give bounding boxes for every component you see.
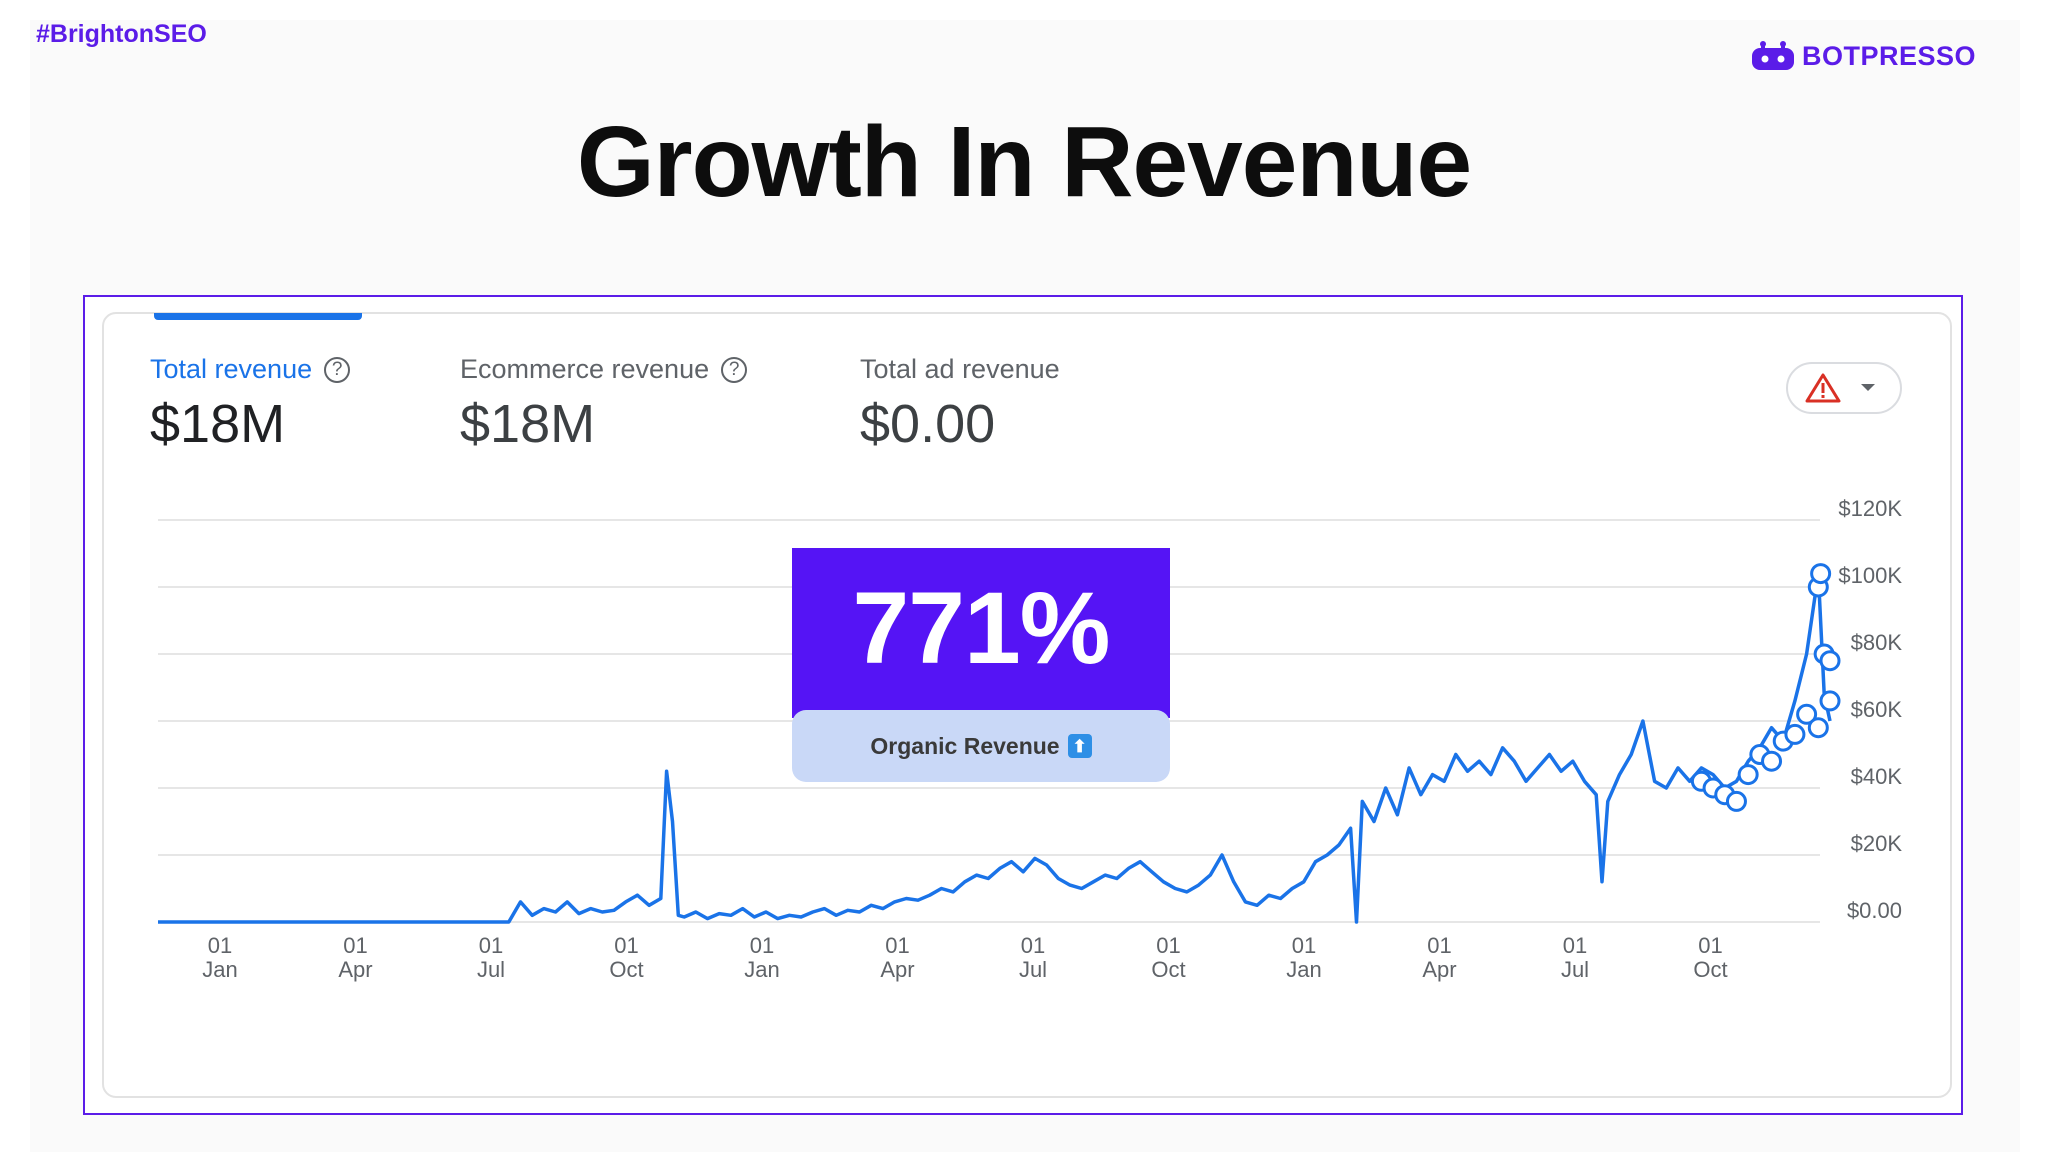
growth-callout-panel [792, 548, 1170, 718]
series-line [158, 571, 1832, 924]
x-tick-month: Jul [1019, 957, 1047, 982]
growth-callout-label: Organic Revenue ⬆ [792, 710, 1170, 782]
warning-dropdown-button[interactable] [1786, 362, 1902, 414]
metric-total-revenue[interactable]: Total revenue ? $18M [150, 354, 351, 455]
x-tick-day: 01 [750, 933, 774, 958]
y-tick-label: $80K [1851, 630, 1903, 655]
data-point [1761, 750, 1783, 772]
chevron-down-icon [1861, 384, 1875, 391]
warning-icon [1805, 373, 1841, 403]
help-icon[interactable]: ? [324, 356, 351, 383]
x-tick-day: 01 [1427, 933, 1451, 958]
x-tick-day: 01 [1021, 933, 1045, 958]
x-tick-month: Jan [744, 957, 779, 982]
y-tick-label: $20K [1851, 831, 1903, 856]
up-arrow-icon: ⬆ [1067, 734, 1092, 758]
metric-total-ad-revenue[interactable]: Total ad revenue $0.00 [860, 354, 1060, 455]
help-icon[interactable]: ? [721, 356, 748, 383]
slide-title: Growth In Revenue [576, 106, 1472, 218]
x-tick-month: Jan [1286, 957, 1321, 982]
data-point [1819, 690, 1841, 712]
y-tick-label: $40K [1851, 764, 1903, 789]
y-tick-label: $60K [1851, 697, 1903, 722]
data-point [1725, 790, 1747, 812]
metric-label: Total revenue [150, 354, 313, 384]
data-point [1807, 717, 1829, 739]
y-tick-label: $100K [1838, 563, 1902, 588]
x-tick-day: 01 [1292, 933, 1316, 958]
x-tick-month: Oct [1693, 957, 1727, 982]
x-tick-day: 01 [1698, 933, 1722, 958]
x-tick-day: 01 [343, 933, 367, 958]
x-tick-day: 01 [1563, 933, 1587, 958]
metric-value: $18M [460, 394, 596, 454]
metric-ecommerce-revenue[interactable]: Ecommerce revenue ? $18M [460, 354, 748, 455]
data-point [1737, 764, 1759, 786]
x-tick-month: Jul [477, 957, 505, 982]
x-tick-day: 01 [479, 933, 503, 958]
y-tick-label: $120K [1838, 496, 1902, 521]
x-tick-day: 01 [1156, 933, 1180, 958]
brand-logo: BOTPRESSO [1750, 40, 1976, 72]
growth-label-text: Organic Revenue [870, 732, 1060, 759]
metric-value: $0.00 [860, 394, 996, 454]
data-point [1819, 650, 1841, 672]
metric-label: Ecommerce revenue [460, 354, 710, 384]
x-tick-day: 01 [885, 933, 909, 958]
brand-name: BOTPRESSO [1802, 40, 1977, 71]
metric-value: $18M [150, 394, 286, 454]
metric-label: Total ad revenue [860, 354, 1060, 384]
active-tab-indicator [154, 313, 362, 320]
bot-icon [1752, 41, 1794, 70]
x-tick-month: Oct [1151, 957, 1185, 982]
data-point [1810, 563, 1832, 585]
y-tick-label: $0.00 [1847, 898, 1902, 923]
data-point [1796, 703, 1818, 725]
x-tick-month: Jul [1561, 957, 1589, 982]
growth-percentage: 771% [852, 571, 1111, 685]
x-tick-day: 01 [614, 933, 638, 958]
x-tick-month: Apr [880, 957, 914, 982]
x-tick-month: Apr [1422, 957, 1456, 982]
x-tick-day: 01 [208, 933, 232, 958]
x-tick-month: Oct [609, 957, 643, 982]
event-hashtag: #BrightonSEO [36, 20, 207, 48]
growth-callout: 771% Organic Revenue ⬆ [792, 548, 1170, 782]
x-tick-month: Apr [338, 957, 372, 982]
data-point [1784, 723, 1806, 745]
x-tick-month: Jan [202, 957, 237, 982]
